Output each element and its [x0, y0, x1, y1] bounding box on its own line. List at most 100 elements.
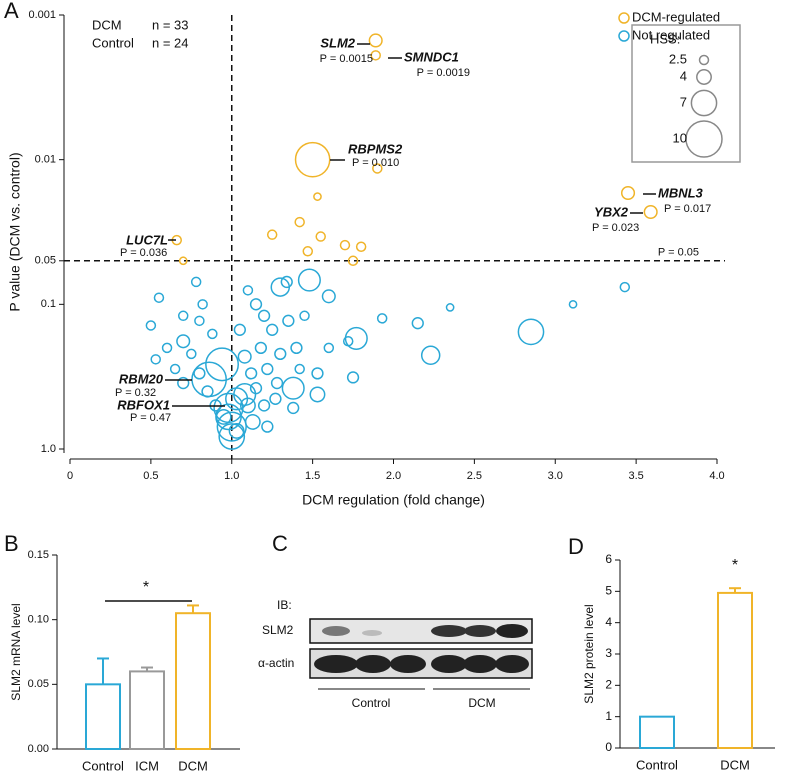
bubble — [270, 277, 291, 297]
y-tick-label: 0.05 — [28, 678, 49, 690]
x-tick-label: 4.0 — [709, 470, 724, 482]
bubble — [239, 397, 256, 414]
bubble — [177, 376, 190, 390]
y-tick-label: 6 — [605, 552, 612, 566]
x-tick-label: 1.0 — [224, 470, 239, 482]
x-tick-label: 0 — [67, 470, 73, 482]
x-tick-label: 3.0 — [548, 470, 563, 482]
y-tick-label: 3 — [605, 646, 612, 660]
group-label: DCM — [468, 696, 495, 710]
y-tick-label: 0.01 — [35, 154, 56, 166]
size-legend-label: 7 — [680, 94, 687, 109]
y-tick-label: 0 — [605, 740, 612, 754]
bubble — [302, 246, 314, 257]
bubble — [150, 354, 161, 365]
x-tick-label: Control — [636, 757, 678, 771]
bubble — [294, 141, 331, 178]
x-tick-label: DCM — [720, 757, 750, 771]
bubble — [619, 281, 631, 293]
band — [495, 655, 529, 673]
bubble — [207, 328, 218, 340]
bubble — [161, 342, 173, 354]
y-tick-label: 0.10 — [28, 614, 49, 626]
size-legend-marker — [690, 89, 718, 117]
bubble — [237, 349, 252, 364]
bubble — [249, 298, 263, 311]
bar — [85, 683, 121, 750]
bubble — [281, 376, 305, 400]
bubble — [315, 231, 326, 242]
panel-label: A — [4, 0, 19, 23]
bubble — [257, 399, 271, 412]
bubble — [233, 323, 246, 336]
bubble — [299, 310, 310, 322]
gene-label: SLM2 — [320, 35, 355, 50]
p-label: P = 0.036 — [120, 247, 167, 259]
band — [362, 630, 382, 636]
bubble — [270, 376, 284, 390]
bubble — [346, 371, 360, 384]
bubble — [280, 275, 293, 289]
bubble — [245, 367, 258, 380]
y-axis-label: SLM2 mRNA level — [9, 603, 23, 700]
bubble — [176, 334, 191, 349]
gene-label: YBX2 — [594, 204, 629, 219]
legend-marker — [618, 30, 630, 42]
blot-row-label: α-actin — [258, 656, 294, 670]
bubble — [197, 299, 208, 310]
bubble — [178, 256, 188, 266]
band — [314, 655, 358, 673]
bubble — [368, 33, 383, 48]
bubble — [244, 413, 261, 430]
bubble — [355, 241, 367, 253]
significance: * — [732, 557, 738, 574]
bubble — [297, 268, 321, 292]
x-tick-label: 1.5 — [305, 470, 320, 482]
bubble — [309, 386, 326, 403]
bar — [175, 612, 211, 751]
y-tick-label: 0.001 — [28, 9, 56, 21]
gene-label: RBPMS2 — [348, 141, 403, 156]
bubble — [620, 185, 636, 201]
x-tick-label: Control — [82, 758, 124, 771]
p-label: P = 0.023 — [592, 222, 639, 234]
band — [431, 625, 467, 637]
bubble — [249, 382, 263, 395]
blot-row-label: SLM2 — [262, 623, 294, 637]
gene-label: RBFOX1 — [117, 397, 170, 412]
bubble — [201, 385, 214, 398]
size-legend-label: 2.5 — [669, 51, 687, 66]
bubble — [294, 216, 305, 228]
y-tick-label: 4 — [605, 615, 612, 629]
bubble — [290, 341, 303, 355]
bubble — [186, 348, 197, 360]
p-label: P = 0.0015 — [320, 53, 373, 65]
p-label: P = 0.017 — [664, 203, 711, 215]
bubble — [194, 315, 205, 327]
bubble — [257, 309, 271, 322]
panel-label: B — [4, 531, 19, 556]
y-tick-label: 1.0 — [41, 443, 56, 455]
bubble — [339, 239, 351, 251]
bubble — [344, 326, 368, 350]
legend-marker — [618, 12, 630, 24]
bubble — [193, 367, 206, 380]
y-axis-label: P value (DCM vs. control) — [7, 152, 23, 311]
bubble — [153, 292, 165, 303]
bubble — [342, 336, 354, 347]
gene-label: MBNL3 — [658, 185, 704, 200]
group-label: Control — [352, 696, 391, 710]
bubble — [445, 303, 455, 312]
bubble — [274, 347, 287, 361]
y-tick-label: 2 — [605, 678, 612, 692]
p-label: P = 0.47 — [130, 412, 171, 424]
bubble — [411, 317, 424, 330]
band — [322, 626, 350, 636]
group-n: n = 24 — [152, 35, 189, 50]
legend-label: Not regulated — [632, 27, 710, 42]
bubble — [254, 341, 268, 355]
group-name: Control — [92, 35, 134, 50]
y-tick-label: 0.05 — [35, 255, 56, 267]
bubble — [261, 420, 274, 433]
